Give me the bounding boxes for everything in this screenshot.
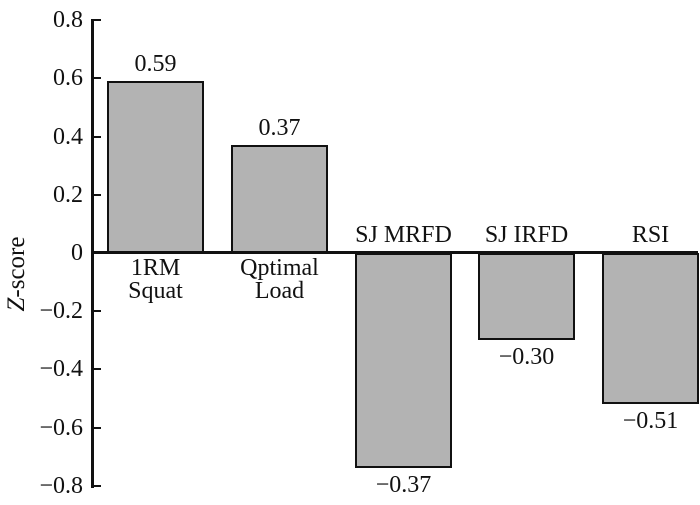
y-axis-tick-mark	[94, 19, 101, 21]
bar-category-label: SJ IRFD	[484, 222, 569, 248]
bar-4	[478, 253, 575, 340]
y-axis-tick-mark	[94, 194, 101, 196]
y-axis-tick-mark	[94, 136, 101, 138]
bar-value-label: −0.30	[498, 344, 555, 370]
bar-1	[107, 81, 204, 253]
bar-2	[231, 145, 328, 253]
y-axis-tick-label: −0.2	[39, 298, 83, 324]
y-axis-tick-label: −0.8	[39, 473, 83, 499]
bar-category-label: RSI	[631, 222, 670, 248]
bar-value-label: 0.59	[134, 51, 177, 77]
y-axis-tick-mark	[94, 77, 101, 79]
y-axis-tick-label: −0.6	[39, 415, 83, 441]
bar-category-label: Qptimal Load	[240, 255, 319, 304]
y-axis-title: Z-score	[3, 194, 30, 354]
y-axis-tick-mark	[94, 485, 101, 487]
y-axis-tick-label: 0.8	[53, 7, 83, 33]
y-axis-tick-label: 0.4	[53, 124, 83, 150]
bar-value-label: 0.37	[258, 115, 301, 141]
y-axis-tick-label: 0.2	[53, 182, 83, 208]
y-axis-tick-mark	[94, 368, 101, 370]
y-axis-tick-label: −0.4	[39, 356, 83, 382]
bar-5	[602, 253, 699, 404]
y-axis-tick-label: 0.6	[53, 65, 83, 91]
bar-category-label: SJ MRFD	[355, 222, 452, 248]
bar-category-label: 1RM Squat	[128, 255, 183, 304]
y-axis-tick-label: 0	[71, 240, 83, 266]
y-axis-tick-mark	[94, 427, 101, 429]
y-axis-tick-mark	[94, 310, 101, 312]
bar-value-label: −0.37	[375, 472, 432, 498]
zero-baseline	[91, 251, 698, 254]
bar-3	[355, 253, 452, 468]
y-axis-tick-mark	[94, 252, 101, 254]
bar-value-label: −0.51	[622, 408, 679, 434]
